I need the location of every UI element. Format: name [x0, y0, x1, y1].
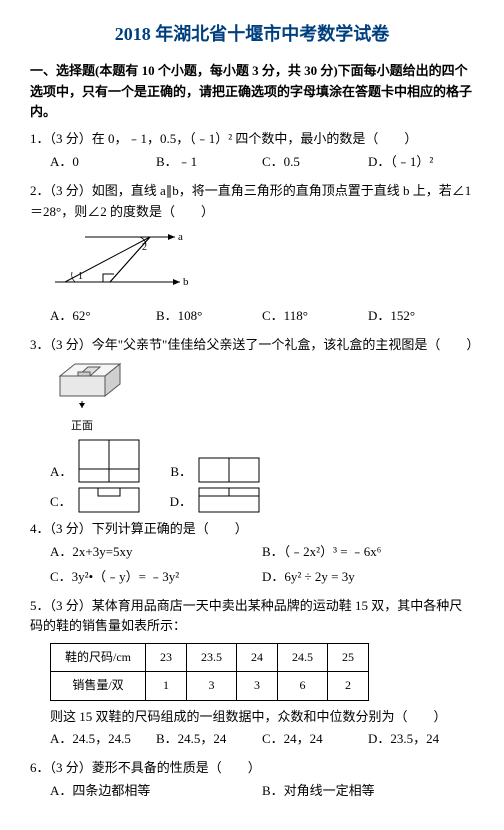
label-b: b [183, 276, 189, 288]
q6-stem: 6．（3 分）菱形不具备的性质是（ ） [30, 758, 474, 779]
cell: 6 [278, 672, 328, 700]
cell: 25 [328, 644, 369, 672]
page-title: 2018 年湖北省十堰市中考数学试卷 [30, 20, 474, 49]
q5-opt-c: C．24，24 [262, 727, 368, 752]
q4-opt-c: C．3y²•（﹣y）= ﹣3y² [50, 565, 262, 590]
q3-opt-c-fig [78, 487, 140, 513]
q2-opt-d: D．152° [368, 304, 474, 329]
q1-opt-b: B．﹣1 [156, 150, 262, 175]
q5-opt-b: B．24.5，24 [156, 727, 262, 752]
q6-opt-a: A．四条边都相等 [50, 779, 262, 804]
q4-opt-b: B．（﹣2x²）³ = ﹣6x⁶ [262, 540, 474, 565]
q4-stem: 4．（3 分）下列计算正确的是（ ） [30, 519, 474, 540]
q5-opt-d: D．23.5，24 [368, 727, 474, 752]
question-4: 4．（3 分）下列计算正确的是（ ） A．2x+3y=5xy B．（﹣2x²）³… [30, 519, 474, 589]
cell: 23 [146, 644, 187, 672]
cell: 2 [328, 672, 369, 700]
q5-stem: 5．（3 分）某体育用品商店一天中卖出某种品牌的运动鞋 15 双，其中各种尺码的… [30, 596, 474, 638]
q6-opt-b: B．对角线一定相等 [262, 779, 474, 804]
q3-opt-b-fig [198, 457, 260, 483]
q3-3d-figure: 正面 [50, 356, 474, 435]
q3-opt-d-fig [198, 487, 260, 513]
q2-figure: a b 2 1 [50, 222, 474, 304]
q3-opt-d-label: D． [170, 492, 192, 513]
cell: 鞋的尺码/cm [51, 644, 146, 672]
question-6: 6．（3 分）菱形不具备的性质是（ ） A．四条边都相等 B．对角线一定相等 [30, 758, 474, 804]
q2-opt-a: A．62° [50, 304, 156, 329]
cell: 1 [146, 672, 187, 700]
question-1: 1．（3 分）在 0，﹣1，0.5，（﹣1）² 四个数中，最小的数是（ ） A．… [30, 129, 474, 175]
cell: 23.5 [187, 644, 237, 672]
question-3: 3．（3 分）今年"父亲节"佳佳给父亲送了一个礼盒，该礼盒的主视图是（ ） 正面… [30, 335, 474, 513]
q3-opt-a-fig [78, 439, 140, 483]
table-row: 销售量/双 1 3 3 6 2 [51, 672, 369, 700]
q2-opt-b: B．108° [156, 304, 262, 329]
table-row: 鞋的尺码/cm 23 23.5 24 24.5 25 [51, 644, 369, 672]
front-label: 正面 [50, 418, 114, 436]
label-a: a [178, 231, 183, 243]
angle-1: 1 [78, 271, 83, 282]
q5-tail: 则这 15 双鞋的尺码组成的一组数据中，众数和中位数分别为（ ） [50, 707, 474, 728]
cell: 销售量/双 [51, 672, 146, 700]
q3-opt-b-label: B． [170, 462, 192, 483]
q3-stem: 3．（3 分）今年"父亲节"佳佳给父亲送了一个礼盒，该礼盒的主视图是（ ） [30, 335, 474, 356]
section-1-heading: 一、选择题(本题有 10 个小题，每小题 3 分，共 30 分)下面每小题给出的… [30, 61, 474, 123]
question-5: 5．（3 分）某体育用品商店一天中卖出某种品牌的运动鞋 15 双，其中各种尺码的… [30, 596, 474, 753]
cell: 24 [237, 644, 278, 672]
q4-opt-a: A．2x+3y=5xy [50, 540, 262, 565]
q1-opt-a: A．0 [50, 150, 156, 175]
question-2: 2．（3 分）如图，直线 a∥b，将一直角三角形的直角顶点置于直线 b 上，若∠… [30, 181, 474, 329]
q5-opt-a: A．24.5，24.5 [50, 727, 156, 752]
cell: 3 [237, 672, 278, 700]
q5-table: 鞋的尺码/cm 23 23.5 24 24.5 25 销售量/双 1 3 3 6… [50, 643, 369, 700]
q1-opt-c: C．0.5 [262, 150, 368, 175]
q3-opt-c-label: C． [50, 492, 72, 513]
cell: 24.5 [278, 644, 328, 672]
cell: 3 [187, 672, 237, 700]
q1-opt-d: D．（﹣1）² [368, 150, 474, 175]
q2-stem: 2．（3 分）如图，直线 a∥b，将一直角三角形的直角顶点置于直线 b 上，若∠… [30, 181, 474, 223]
q2-opt-c: C．118° [262, 304, 368, 329]
q3-opt-a-label: A． [50, 462, 72, 483]
q1-stem: 1．（3 分）在 0，﹣1，0.5，（﹣1）² 四个数中，最小的数是（ ） [30, 129, 474, 150]
q4-opt-d: D．6y² ÷ 2y = 3y [262, 565, 474, 590]
